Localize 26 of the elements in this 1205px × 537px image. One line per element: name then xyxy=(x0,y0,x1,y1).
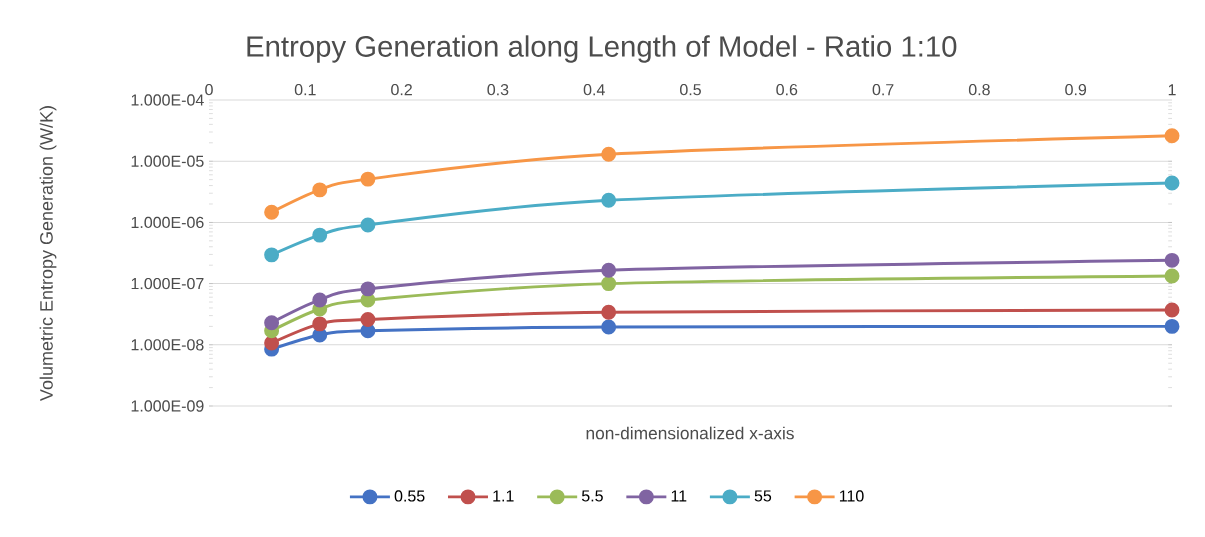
x-tick-label: 0 xyxy=(205,83,213,96)
y-tick-label: 1.000E-04 xyxy=(131,94,204,106)
x-tick-label: 0.2 xyxy=(391,83,412,96)
legend-label: 0.55 xyxy=(394,490,425,502)
chart-title: Entropy Generation along Length of Model - Ratio 1:10 xyxy=(247,35,957,63)
y-tick-label: 1.000E-07 xyxy=(131,277,204,290)
y-tick-label: 1.000E-08 xyxy=(131,339,204,351)
legend-label: 55 xyxy=(754,490,772,502)
y-axis-title: Volumetric Entropy Generation (W/K) xyxy=(39,106,57,401)
x-tick-label: 1 xyxy=(1168,84,1176,96)
x-tick-label: 0.7 xyxy=(872,83,894,96)
x-tick-label: 0.3 xyxy=(487,83,509,96)
x-tick-label: 0.5 xyxy=(680,83,701,96)
x-tick-label: 0.1 xyxy=(294,83,316,96)
x-tick-label: 0.8 xyxy=(968,83,990,96)
x-tick-label: 0.6 xyxy=(776,83,798,96)
legend-label: 5.5 xyxy=(581,490,603,502)
legend-label: 110 xyxy=(839,490,864,502)
x-tick-label: 0.4 xyxy=(583,83,605,96)
y-tick-label: 1.000E-05 xyxy=(131,155,204,167)
x-axis-title: non-dimensionalized x-axis xyxy=(586,426,794,440)
legend-label: 1.1 xyxy=(493,490,514,502)
y-tick-label: 1.000E-06 xyxy=(131,216,204,229)
x-tick-label: 0.9 xyxy=(1065,83,1087,96)
legend-label: 11 xyxy=(671,490,687,502)
y-tick-label: 1.000E-09 xyxy=(131,400,204,412)
